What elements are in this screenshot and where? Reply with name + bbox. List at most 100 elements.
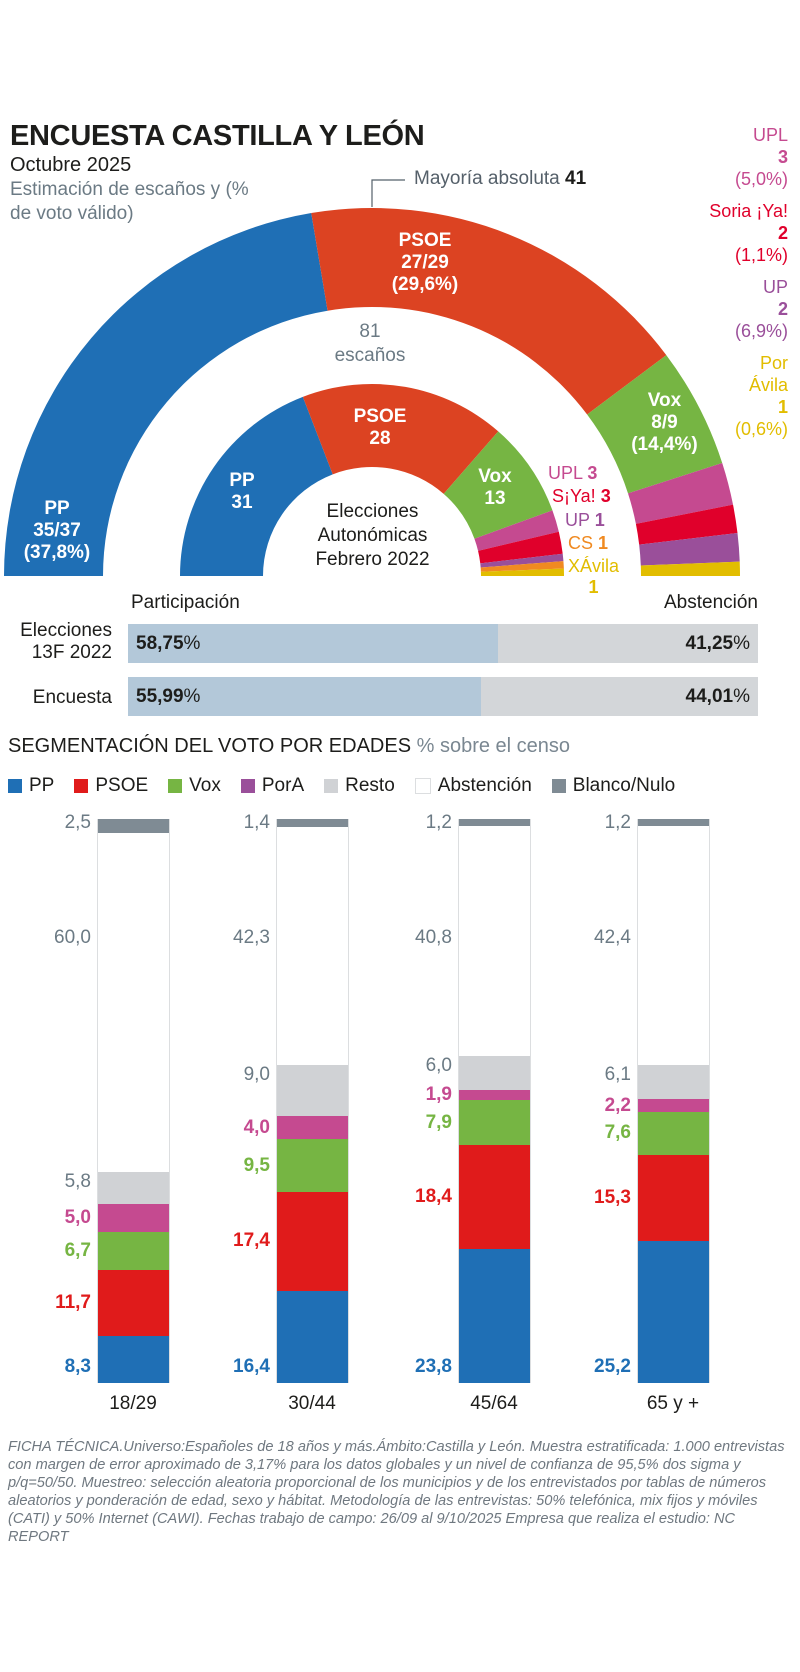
label-line: Soria ¡Ya! (709, 201, 788, 221)
outer-label-vox: Vox 8/9 (14,4%) (617, 390, 712, 456)
bar-segment-vox (638, 1111, 709, 1155)
bar-segment-psoe (277, 1192, 348, 1291)
legend-label: Blanco/Nulo (572, 775, 676, 796)
side-label-por-avila: Por Ávila 1 (0,6%) (735, 352, 788, 440)
label-line: PSOE (353, 406, 407, 427)
data-label: 42,4 (594, 927, 631, 948)
label-line: Por (759, 353, 788, 373)
bar-segment-vox (277, 1138, 348, 1193)
data-label: 5,0 (64, 1207, 91, 1229)
data-label: 8,3 (64, 1356, 91, 1377)
stacked-bar (97, 819, 170, 1383)
outer-label-psoe: PSOE 27/29 (29,6%) (375, 230, 475, 296)
label-line: PP (44, 498, 70, 519)
participation-fill (128, 624, 499, 663)
segmentation-title: SEGMENTACIÓN DEL VOTO POR EDADES % sobre… (8, 735, 570, 758)
party-name: S¡Ya! (552, 486, 596, 506)
legend-item: PorA (240, 775, 305, 797)
legend-label: Abstención (437, 775, 532, 796)
inner-label-up: UP 1 (565, 510, 605, 531)
label-line: 1 (777, 397, 788, 417)
legend-swatch (240, 779, 255, 793)
data-label: 7,6 (604, 1122, 631, 1144)
seat-count: 1 (594, 510, 605, 530)
chart-title: ENCUESTA CASTILLA Y LEÓN (10, 120, 425, 152)
legend-item: Abstención (414, 775, 532, 797)
participation-value: 55,99% (136, 686, 201, 707)
data-label: 60,0 (54, 927, 91, 948)
bar-segment-vox (459, 1100, 530, 1145)
side-label-up: UP 2 (6,9%) (735, 276, 788, 342)
bar-segment-blanco-nulo (277, 819, 348, 827)
label-line: Ávila (748, 375, 788, 395)
label-line: PP (229, 470, 255, 491)
label-line: (6,9%) (734, 321, 788, 341)
label-line: 27/29 (401, 252, 449, 273)
data-label: 40,8 (415, 927, 452, 948)
label-line: 2 (777, 223, 788, 243)
legend-label: Vox (189, 775, 221, 796)
majority-annotation: Mayoría absoluta 41 (414, 168, 586, 190)
bar-segment-psoe (638, 1154, 709, 1241)
label-line: Encuesta (32, 687, 112, 708)
data-label: 11,7 (55, 1292, 91, 1314)
chart-description: Estimación de escaños y (% de voto válid… (10, 179, 249, 224)
bar-segment-pora (459, 1089, 530, 1101)
label-line: (37,8%) (23, 542, 91, 563)
data-label: 1,4 (243, 812, 270, 833)
stacked-bar (637, 819, 710, 1383)
participation-fill (128, 677, 481, 716)
participation-row-label: Elecciones 13F 2022 (2, 620, 112, 664)
inner-label-upl: UPL 3 (548, 463, 597, 484)
legend-item: PP (8, 775, 54, 797)
arc-soria-ya- (635, 504, 738, 545)
arc-psoe (302, 384, 499, 494)
inner-label-cs: CS 1 (568, 533, 608, 554)
inner-label-pp: PP 31 (212, 470, 272, 514)
label-line: 28 (369, 428, 391, 449)
inner-label-soria-ya: S¡Ya! 3 (552, 486, 611, 507)
inner-caption-line-2: Autonómicas (317, 525, 428, 546)
majority-leader-line (371, 179, 405, 207)
label-line: 8/9 (651, 412, 678, 433)
legend-item: Resto (324, 775, 395, 797)
legend: PP PSOE Vox PorA Resto Abstención Blanco/Nulo (8, 775, 695, 797)
party-name: XÁvila (568, 556, 620, 576)
inner-hemicycle (180, 384, 564, 576)
legend-item: PSOE (74, 775, 148, 797)
stacked-bar (458, 819, 531, 1383)
bar-segment-abstenci-n (277, 826, 348, 1066)
bar-segment-vox (98, 1232, 169, 1271)
data-label: 15,3 (594, 1186, 631, 1208)
legend-label: PP (29, 775, 55, 796)
inner-label-vox: Vox 13 (470, 466, 520, 510)
total-seats-value: 81 (359, 321, 381, 342)
legend-label: PorA (261, 775, 305, 796)
label-line: 13 (484, 488, 506, 509)
arc-pp (180, 396, 333, 576)
data-label: 1,2 (425, 812, 452, 833)
legend-label: Resto (345, 775, 395, 796)
data-label: 5,8 (64, 1170, 91, 1192)
participation-bar-encuesta: 55,99% 44,01% (128, 677, 758, 716)
bar-segment-abstenci-n (459, 825, 530, 1056)
data-label: 42,3 (233, 927, 270, 948)
segmentation-subtitle: % sobre el censo (416, 735, 571, 757)
majority-value: 41 (565, 168, 587, 189)
arc-vox (443, 431, 553, 539)
side-label-soria-ya: Soria ¡Ya! 2 (1,1%) (709, 200, 788, 266)
category-label: 30/44 (288, 1393, 336, 1414)
total-seats: 81 escaños (320, 320, 420, 368)
label-line: (5,0%) (734, 169, 788, 189)
party-name: UPL (548, 463, 583, 483)
arc-upl (474, 510, 559, 551)
participation-header: Participación (131, 592, 240, 613)
legend-swatch (414, 778, 431, 794)
label-line: Vox (478, 466, 512, 487)
label-line: Vox (647, 390, 682, 411)
data-label: 2,5 (64, 812, 91, 833)
label-line: Elecciones (20, 620, 112, 641)
inner-label-psoe: PSOE 28 (345, 406, 415, 450)
bar-segment-pp (98, 1336, 169, 1383)
inner-caption-line-1: Elecciones (326, 501, 419, 522)
